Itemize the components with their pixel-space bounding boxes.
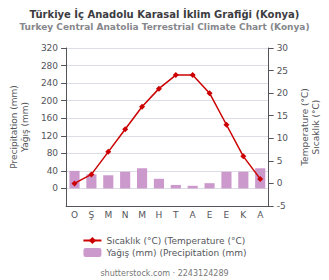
svg-text:Temperature (°C): Temperature (°C) [300, 88, 310, 167]
svg-text:-5: -5 [277, 201, 286, 211]
svg-text:Yağış (mm): Yağış (mm) [20, 102, 30, 153]
svg-text:80: 80 [47, 148, 59, 158]
svg-text:Sıcaklık (°C) (Temperature (°C: Sıcaklık (°C) (Temperature (°C) [106, 236, 245, 246]
svg-text:M: M [104, 210, 112, 220]
svg-text:shutterstock.com · 2243124289: shutterstock.com · 2243124289 [100, 269, 228, 278]
svg-text:T: T [172, 210, 179, 220]
svg-text:N: N [122, 210, 129, 220]
svg-text:40: 40 [47, 166, 59, 176]
svg-text:Precipitation (mm): Precipitation (mm) [9, 85, 19, 169]
svg-text:120: 120 [41, 131, 58, 141]
svg-text:0: 0 [52, 183, 58, 193]
svg-text:15: 15 [277, 111, 288, 121]
svg-text:Yağış (mm) (Precipitation (mm): Yağış (mm) (Precipitation (mm) [105, 248, 246, 258]
svg-text:A: A [257, 210, 264, 220]
svg-text:Ş: Ş [89, 210, 95, 220]
svg-text:200: 200 [41, 96, 58, 106]
svg-text:E: E [207, 210, 213, 220]
svg-text:10: 10 [277, 133, 289, 143]
svg-text:0: 0 [277, 178, 283, 188]
svg-text:320: 320 [41, 43, 58, 53]
svg-text:O: O [71, 210, 78, 220]
svg-text:280: 280 [41, 61, 58, 71]
svg-text:Türkiye İç Anadolu Karasal İkl: Türkiye İç Anadolu Karasal İklim Grafiği… [30, 7, 300, 20]
svg-text:E: E [224, 210, 230, 220]
svg-text:5: 5 [277, 156, 283, 166]
svg-text:30: 30 [277, 43, 289, 53]
svg-text:240: 240 [41, 78, 58, 88]
svg-text:K: K [240, 210, 247, 220]
svg-text:H: H [156, 210, 163, 220]
svg-text:160: 160 [41, 113, 58, 123]
svg-text:25: 25 [277, 66, 288, 76]
svg-text:Sıcaklık (°C): Sıcaklık (°C) [311, 100, 321, 155]
svg-text:M: M [138, 210, 146, 220]
svg-text:20: 20 [277, 88, 289, 98]
svg-text:Turkey Central Anatolia Terres: Turkey Central Anatolia Terrestrial Clim… [19, 22, 309, 32]
svg-text:A: A [190, 210, 197, 220]
